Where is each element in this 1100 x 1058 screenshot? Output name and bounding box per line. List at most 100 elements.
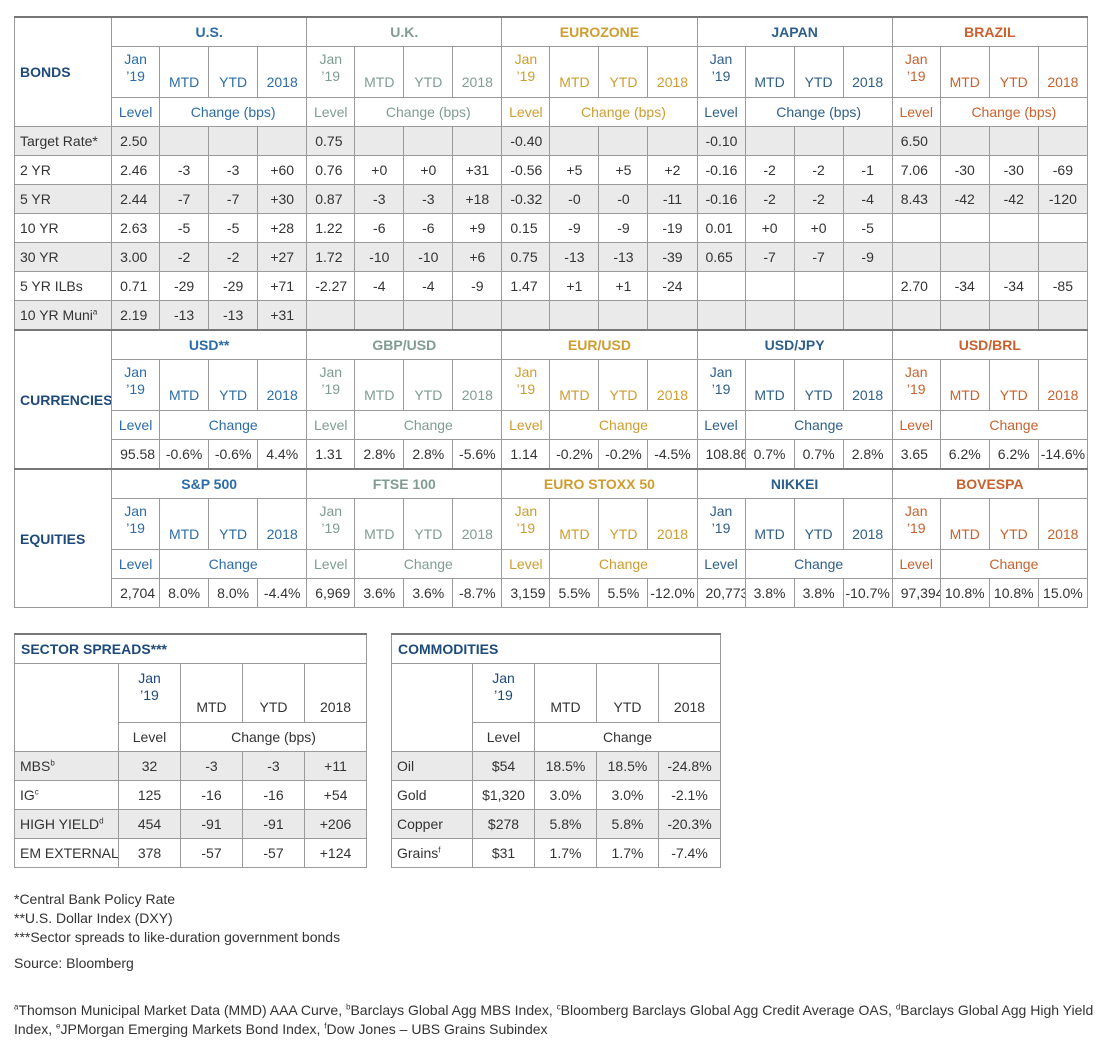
value-cell: -7 <box>159 184 210 214</box>
equities-section-title: EQUITIES <box>13 468 113 608</box>
period-ytd: YTD <box>598 359 649 411</box>
value-cell: -0.16 <box>696 184 746 214</box>
period-ytd: YTD <box>403 359 454 411</box>
value-cell: -2.1% <box>658 780 721 810</box>
value-cell: -30 <box>988 155 1039 185</box>
value-cell <box>501 300 551 331</box>
level-label: Level <box>696 97 746 127</box>
footnote-marker: d <box>895 1002 901 1012</box>
period-2018: 2018 <box>1037 498 1089 550</box>
value-cell: -3 <box>354 184 405 214</box>
value-cell: -3 <box>208 155 259 185</box>
value-cell: 0.7% <box>744 439 795 470</box>
period-ytd: YTD <box>208 498 259 550</box>
value-cell: -9 <box>842 242 893 272</box>
value-cell: 378 <box>118 838 181 868</box>
period-2018: 2018 <box>452 498 503 550</box>
period-ytd: YTD <box>793 46 844 98</box>
change-label: Change <box>744 410 893 440</box>
change-label: Change <box>549 549 698 579</box>
value-cell: +9 <box>452 213 503 243</box>
period-mtd: MTD <box>354 498 405 550</box>
value-cell: -4 <box>403 271 454 301</box>
value-cell: +60 <box>257 155 308 185</box>
region-header: EUR/USD <box>501 329 698 360</box>
period-2018: 2018 <box>257 46 308 98</box>
value-cell: -42 <box>988 184 1039 214</box>
sector-spreads-title: SECTOR SPREADS*** <box>13 633 368 664</box>
value-cell: 1.72 <box>306 242 356 272</box>
row-label: 30 YR <box>13 242 113 272</box>
period-jan-19: Jan ’19 <box>306 498 356 550</box>
level-label: Level <box>111 410 161 440</box>
value-cell: -0.56 <box>501 155 551 185</box>
level-label: Level <box>501 549 551 579</box>
commodities-table: COMMODITIES Jan ’19 MTD YTD 2018 Level Change Oi… <box>391 633 721 868</box>
level-label: Level <box>118 722 181 752</box>
value-cell <box>744 126 795 156</box>
table-row: 10 YR Munia 2.19 -13 -13 +31 <box>13 300 1089 331</box>
period-ytd: YTD <box>598 46 649 98</box>
footnote-marker: b <box>346 1002 351 1012</box>
value-cell: 0.15 <box>501 213 551 243</box>
value-cell: 6.50 <box>891 126 941 156</box>
period-jan-19: Jan ’19 <box>891 498 941 550</box>
period-ytd: YTD <box>988 498 1039 550</box>
value-cell: 1.14 <box>501 439 551 470</box>
region-header: USD/JPY <box>696 329 893 360</box>
row-label: 5 YR <box>13 184 113 214</box>
value-cell: 0.71 <box>111 271 161 301</box>
value-cell: +27 <box>257 242 308 272</box>
value-cell: 2.8% <box>354 439 405 470</box>
value-cell: -57 <box>242 838 305 868</box>
value-cell: 5.5% <box>549 578 600 608</box>
value-cell <box>549 126 600 156</box>
value-cell: -13 <box>549 242 600 272</box>
footnote-marker: c <box>556 1002 561 1012</box>
footnote-text: Thomson Municipal Market Data (MMD) AAA … <box>18 1002 346 1018</box>
value-cell: -13 <box>598 242 649 272</box>
change-label: Change <box>549 410 698 440</box>
change-label: Change <box>159 410 308 440</box>
period-jan-19: Jan ’19 <box>111 46 161 98</box>
period-mtd: MTD <box>744 46 795 98</box>
value-cell: -34 <box>939 271 990 301</box>
level-label: Level <box>306 549 356 579</box>
value-cell: -9 <box>549 213 600 243</box>
note-sector-spreads: ***Sector spreads to like-duration gover… <box>14 929 341 945</box>
value-cell <box>598 300 649 331</box>
period-2018: 2018 <box>257 359 308 411</box>
level-label: Level <box>696 549 746 579</box>
value-cell: -2.27 <box>306 271 356 301</box>
region-header: S&P 500 <box>111 468 308 499</box>
value-cell: +0 <box>793 213 844 243</box>
value-cell: 0.75 <box>306 126 356 156</box>
table-row: Oil $54 18.5% 18.5% -24.8% <box>391 751 721 781</box>
value-cell: 8.43 <box>891 184 941 214</box>
value-cell <box>939 242 990 272</box>
value-cell: -11 <box>647 184 698 214</box>
value-cell: -4.5% <box>647 439 698 470</box>
value-cell: +206 <box>303 809 368 839</box>
value-cell: -6 <box>403 213 454 243</box>
value-cell: $54 <box>472 751 535 781</box>
period-ytd: YTD <box>208 46 259 98</box>
value-cell <box>159 126 210 156</box>
value-cell: 5.5% <box>598 578 649 608</box>
value-cell: -57 <box>180 838 243 868</box>
level-label: Level <box>306 97 356 127</box>
value-cell: 5.8% <box>534 809 597 839</box>
note-policy-rate: *Central Bank Policy Rate <box>14 891 176 907</box>
value-cell: -9 <box>598 213 649 243</box>
value-cell <box>891 300 941 331</box>
value-cell <box>842 300 893 331</box>
period-mtd: MTD <box>159 46 210 98</box>
value-cell: -1 <box>842 155 893 185</box>
period-mtd: MTD <box>939 46 990 98</box>
period-mtd: MTD <box>549 498 600 550</box>
value-cell: +1 <box>549 271 600 301</box>
value-cell <box>257 126 308 156</box>
period-jan-19: Jan ’19 <box>111 359 161 411</box>
period-jan-19: Jan ’19 <box>118 663 181 723</box>
value-cell: -91 <box>242 809 305 839</box>
